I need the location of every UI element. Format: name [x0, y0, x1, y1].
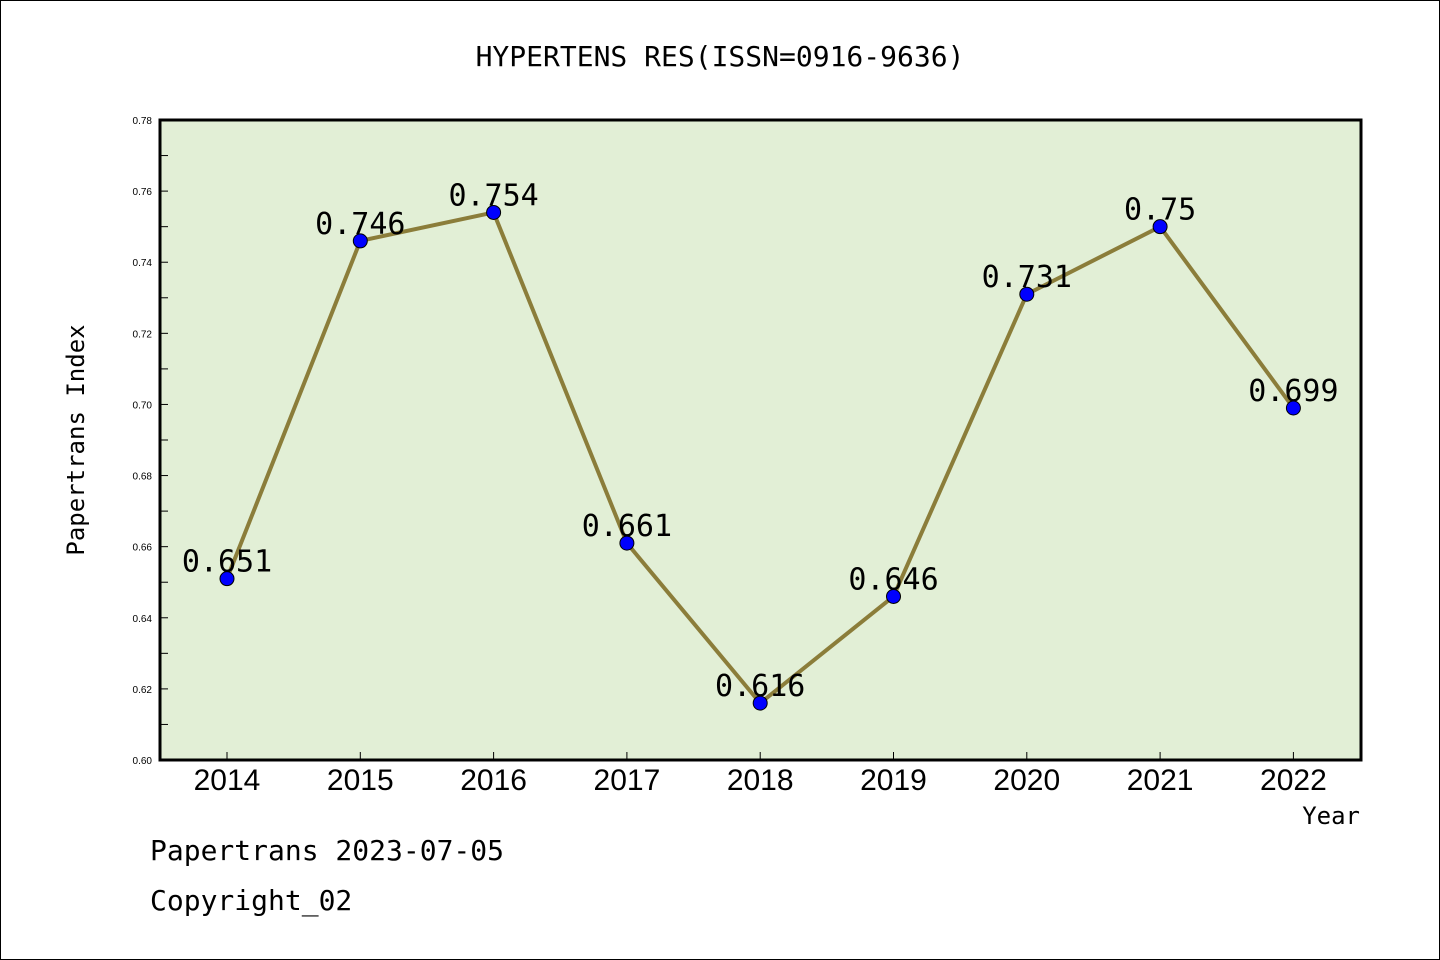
y-axis-label: Papertrans Index	[62, 324, 90, 555]
x-tick-label: 2018	[727, 764, 794, 797]
plot-border	[158, 118, 1363, 762]
data-label: 0.731	[982, 260, 1072, 295]
x-tick-label: 2021	[1127, 764, 1194, 797]
data-point	[1285, 400, 1301, 416]
footer-date: Papertrans 2023-07-05	[150, 834, 505, 867]
data-point	[486, 204, 502, 220]
x-tick-label: 2017	[594, 764, 661, 797]
data-label: 0.616	[715, 669, 805, 704]
data-label: 0.646	[848, 562, 938, 597]
data-label: 0.661	[582, 509, 672, 544]
data-point	[752, 695, 768, 711]
y-tick-label: 0.60	[133, 756, 153, 767]
footer-copyright: Copyright_02	[150, 884, 353, 917]
data-label: 0.75	[1124, 193, 1196, 228]
data-label: 0.746	[315, 207, 405, 242]
series-markers	[219, 204, 1301, 711]
data-point	[352, 233, 368, 249]
y-tick-label: 0.78	[133, 116, 153, 127]
x-tick-label: 2022	[1260, 764, 1327, 797]
y-tick-label: 0.72	[133, 329, 153, 340]
x-tick-label: 2014	[194, 764, 261, 797]
x-axis-label: Year	[1302, 802, 1360, 830]
data-point	[219, 571, 235, 587]
data-label: 0.754	[448, 178, 538, 213]
y-tick-label: 0.66	[133, 543, 153, 554]
data-point	[1152, 219, 1168, 235]
x-tick-label: 2015	[327, 764, 394, 797]
y-tick-label: 0.74	[133, 258, 153, 269]
x-tick-label: 2016	[460, 764, 527, 797]
y-tick-label: 0.70	[133, 400, 153, 411]
y-tick-label: 0.76	[133, 187, 153, 198]
x-axis-ticks: 2014 2015 2016 2017 2018 2019 2020 2021 2022	[194, 752, 1327, 797]
data-point	[1019, 286, 1035, 302]
x-tick-label: 2020	[993, 764, 1060, 797]
data-label: 0.651	[182, 545, 272, 580]
y-tick-label: 0.64	[133, 614, 153, 625]
x-tick-label: 2019	[860, 764, 927, 797]
data-labels: 0.651 0.746 0.754 0.661 0.616 0.646 0.731 0.75 0…	[182, 178, 1339, 704]
data-point	[886, 588, 901, 604]
y-tick-label: 0.62	[133, 685, 153, 696]
data-label: 0.699	[1248, 374, 1338, 409]
data-point	[619, 535, 635, 551]
y-tick-label: 0.68	[133, 472, 153, 483]
chart-title: HYPERTENS RES(ISSN=0916-9636)	[476, 40, 965, 73]
